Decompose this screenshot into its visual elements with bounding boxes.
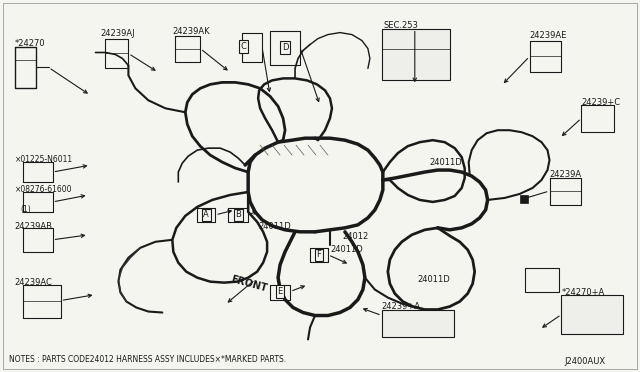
Text: D: D (282, 43, 289, 52)
Text: 24239AJ: 24239AJ (100, 29, 135, 38)
Text: ×08276-61600: ×08276-61600 (15, 185, 72, 194)
Text: 24011D: 24011D (418, 275, 451, 284)
Text: FRONT: FRONT (230, 275, 268, 294)
Text: 24239AC: 24239AC (15, 278, 52, 287)
Text: A: A (204, 211, 209, 219)
Text: NOTES : PARTS CODE24012 HARNESS ASSY INCLUDES×*MARKED PARTS.: NOTES : PARTS CODE24012 HARNESS ASSY INC… (9, 355, 286, 364)
Text: 24239+A: 24239+A (382, 302, 421, 311)
Text: 24011D: 24011D (258, 222, 291, 231)
Text: 24239AB: 24239AB (15, 222, 52, 231)
Bar (520, 195, 527, 203)
Text: 24011D: 24011D (330, 245, 363, 254)
Text: ×01225-N6011: ×01225-N6011 (15, 155, 73, 164)
Text: 24239+C: 24239+C (581, 98, 621, 108)
Text: 24239AK: 24239AK (172, 26, 210, 36)
Bar (561, 295, 623, 334)
Bar (382, 310, 454, 337)
Text: J2400AUX: J2400AUX (564, 357, 605, 366)
Text: *24270: *24270 (15, 39, 45, 48)
Text: 24239A: 24239A (550, 170, 582, 179)
Text: F: F (317, 250, 321, 259)
Text: B: B (236, 211, 241, 219)
Text: C: C (240, 42, 246, 51)
Text: 24011D: 24011D (430, 158, 463, 167)
Text: SEC.253: SEC.253 (384, 20, 419, 30)
Bar (382, 29, 450, 80)
Text: E: E (278, 287, 283, 296)
Text: *24270+A: *24270+A (561, 288, 605, 296)
Text: (1): (1) (20, 205, 31, 214)
Text: 24239AE: 24239AE (529, 31, 567, 39)
Text: 24012: 24012 (342, 232, 368, 241)
